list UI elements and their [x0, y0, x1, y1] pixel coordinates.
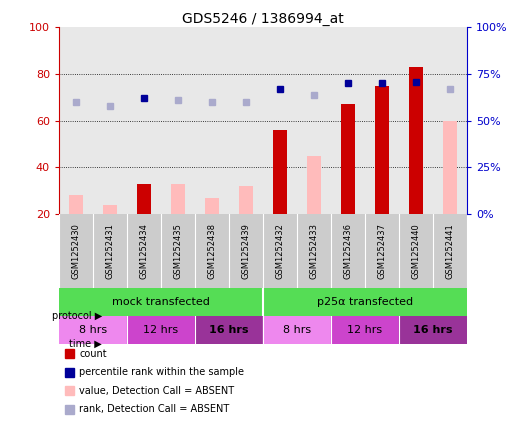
Bar: [69, 195, 83, 214]
Bar: [65, 368, 74, 376]
Text: GSM1252432: GSM1252432: [275, 223, 284, 279]
Bar: [59, 288, 263, 316]
Text: percentile rank within the sample: percentile rank within the sample: [80, 367, 244, 377]
Bar: [65, 349, 74, 358]
Bar: [65, 405, 74, 414]
Text: GSM1252440: GSM1252440: [411, 223, 420, 279]
Text: GSM1252434: GSM1252434: [140, 223, 148, 279]
Bar: [307, 156, 321, 214]
Bar: [137, 184, 151, 214]
Bar: [399, 316, 467, 344]
Text: 12 hrs: 12 hrs: [144, 325, 179, 335]
Bar: [195, 316, 263, 344]
Text: GSM1252436: GSM1252436: [343, 223, 352, 279]
Bar: [273, 130, 287, 214]
Text: GSM1252430: GSM1252430: [71, 223, 81, 279]
Bar: [65, 386, 74, 395]
Bar: [171, 184, 185, 214]
Text: 16 hrs: 16 hrs: [413, 325, 452, 335]
Bar: [239, 186, 253, 214]
Text: GSM1252439: GSM1252439: [242, 223, 250, 279]
Text: rank, Detection Call = ABSENT: rank, Detection Call = ABSENT: [80, 404, 230, 415]
Text: 16 hrs: 16 hrs: [209, 325, 249, 335]
Text: 12 hrs: 12 hrs: [347, 325, 382, 335]
Bar: [103, 204, 117, 214]
Bar: [205, 198, 219, 214]
Title: GDS5246 / 1386994_at: GDS5246 / 1386994_at: [182, 12, 344, 27]
Text: 8 hrs: 8 hrs: [283, 325, 311, 335]
Text: GSM1252441: GSM1252441: [445, 223, 455, 279]
Text: GSM1252438: GSM1252438: [207, 223, 216, 279]
Text: p25α transfected: p25α transfected: [317, 297, 413, 308]
Bar: [331, 316, 399, 344]
Bar: [263, 288, 467, 316]
Text: GSM1252437: GSM1252437: [378, 223, 386, 279]
Bar: [375, 86, 389, 214]
Text: protocol ▶: protocol ▶: [52, 311, 102, 321]
Text: 8 hrs: 8 hrs: [79, 325, 107, 335]
Text: count: count: [80, 349, 107, 359]
Bar: [409, 67, 423, 214]
Text: GSM1252435: GSM1252435: [173, 223, 183, 279]
Text: GSM1252431: GSM1252431: [106, 223, 114, 279]
Bar: [127, 316, 195, 344]
Text: mock transfected: mock transfected: [112, 297, 210, 308]
Bar: [341, 104, 354, 214]
Bar: [443, 121, 457, 214]
Bar: [59, 316, 127, 344]
Text: GSM1252433: GSM1252433: [309, 223, 319, 279]
Text: value, Detection Call = ABSENT: value, Detection Call = ABSENT: [80, 386, 234, 396]
Text: time ▶: time ▶: [69, 339, 102, 349]
Bar: [263, 316, 331, 344]
